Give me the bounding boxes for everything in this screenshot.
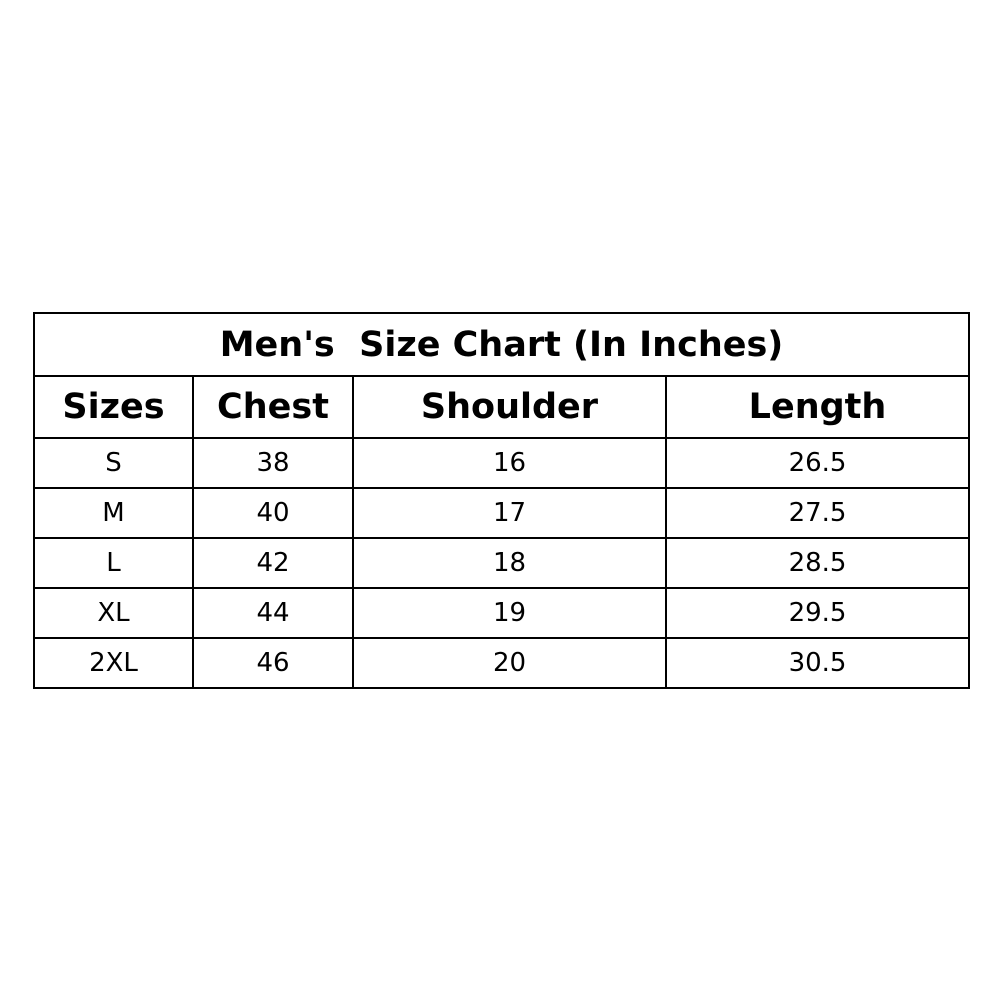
header-row: Sizes Chest Shoulder Length (33, 375, 971, 439)
cell-length: 30.5 (664, 637, 971, 689)
cell-shoulder: 20 (352, 637, 667, 689)
header-chest: Chest (192, 375, 354, 439)
header-sizes: Sizes (33, 375, 194, 439)
cell-chest: 40 (192, 487, 354, 539)
cell-chest: 42 (192, 537, 354, 589)
header-shoulder: Shoulder (352, 375, 667, 439)
cell-shoulder: 19 (352, 587, 667, 639)
cell-size: L (33, 537, 194, 589)
cell-size: S (33, 437, 194, 489)
cell-shoulder: 17 (352, 487, 667, 539)
size-chart-table: Men's Size Chart (In Inches) Sizes Chest… (32, 312, 971, 689)
cell-size: XL (33, 587, 194, 639)
table-row: 2XL 46 20 30.5 (33, 637, 971, 689)
header-length: Length (664, 375, 971, 439)
cell-length: 28.5 (664, 537, 971, 589)
cell-length: 29.5 (664, 587, 971, 639)
cell-size: 2XL (33, 637, 194, 689)
table-row: L 42 18 28.5 (33, 537, 971, 589)
table-row: M 40 17 27.5 (33, 487, 971, 539)
cell-size: M (33, 487, 194, 539)
cell-length: 26.5 (664, 437, 971, 489)
cell-shoulder: 18 (352, 537, 667, 589)
table-row: S 38 16 26.5 (33, 437, 971, 489)
cell-length: 27.5 (664, 487, 971, 539)
cell-chest: 38 (192, 437, 354, 489)
cell-chest: 44 (192, 587, 354, 639)
cell-chest: 46 (192, 637, 354, 689)
table-row: XL 44 19 29.5 (33, 587, 971, 639)
cell-shoulder: 16 (352, 437, 667, 489)
table-title: Men's Size Chart (In Inches) (32, 312, 971, 377)
